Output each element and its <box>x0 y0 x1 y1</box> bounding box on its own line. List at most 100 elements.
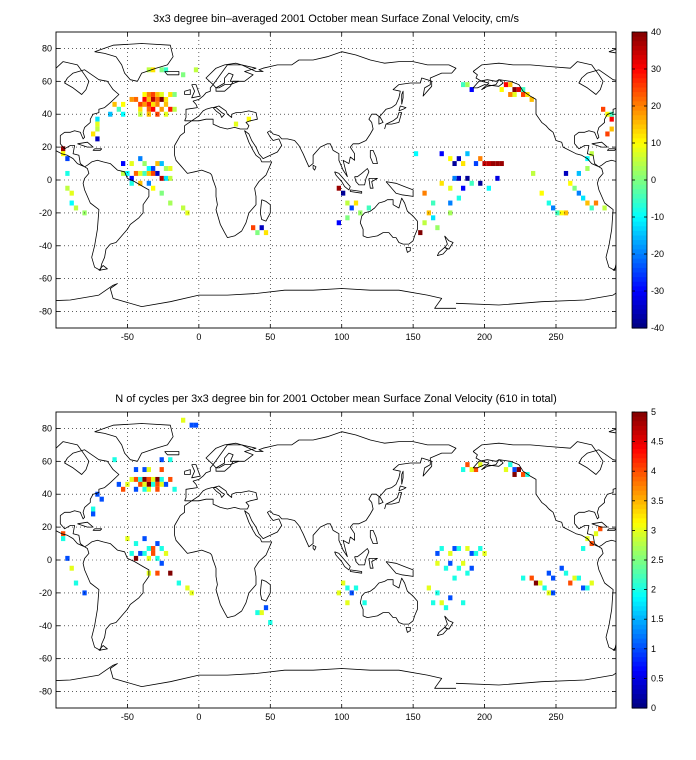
heatmap-cell <box>486 161 491 167</box>
colorbar-band <box>632 425 647 432</box>
heatmap-cells <box>61 417 603 625</box>
coastline <box>405 627 411 633</box>
colorbar-band <box>632 444 647 450</box>
coastline <box>359 197 418 245</box>
heatmap-cell <box>65 185 70 191</box>
heatmap-cell <box>151 92 156 97</box>
colorbar-band <box>632 536 647 543</box>
heatmap-cell <box>439 600 444 606</box>
coastline <box>184 89 191 95</box>
colorbar-band <box>632 124 647 130</box>
heatmap-cell <box>133 467 139 473</box>
heatmap-cell <box>146 106 151 112</box>
heatmap-cell <box>121 161 126 167</box>
heatmap-cell <box>95 121 100 127</box>
colorbar-band <box>632 249 647 255</box>
heatmap-cells <box>61 67 614 236</box>
colorbar-tick-label: 2.5 <box>651 555 664 565</box>
heatmap-cell <box>473 467 479 473</box>
heatmap-cell <box>499 161 504 167</box>
y-tick-label: 0 <box>47 175 52 185</box>
colorbar-band <box>632 212 647 218</box>
heatmap-cell <box>439 151 444 157</box>
heatmap-cell <box>448 200 453 206</box>
colorbar-band <box>632 509 647 515</box>
colorbar-band <box>632 666 647 672</box>
heatmap-cell <box>168 106 173 112</box>
colorbar-band <box>632 235 647 241</box>
heatmap-cell <box>563 570 569 576</box>
heatmap-cell <box>448 185 453 191</box>
heatmap-cell <box>469 550 474 556</box>
coastline <box>398 105 407 112</box>
y-tick-label: 60 <box>42 456 52 466</box>
coastline <box>312 164 317 171</box>
tick-marks <box>56 412 616 708</box>
colorbar-band <box>632 244 647 250</box>
x-tick-label: 250 <box>548 712 563 722</box>
colorbar-tick-label: 0 <box>651 175 656 185</box>
x-tick-label: 150 <box>406 332 421 342</box>
colorbar-band <box>632 657 647 663</box>
heatmap-cell <box>142 96 147 102</box>
heatmap-cell <box>155 111 160 117</box>
colorbar-band <box>632 115 647 121</box>
heatmap-cell <box>482 161 487 167</box>
coastline <box>164 71 180 76</box>
heatmap-cell <box>163 67 169 73</box>
colorbar-band <box>632 263 647 269</box>
colorbar-band <box>632 36 647 42</box>
coastline <box>607 528 616 531</box>
coastline <box>591 141 608 148</box>
grid <box>56 412 616 708</box>
heatmap-cell <box>448 560 453 566</box>
heatmap-cell <box>95 136 100 142</box>
heatmap-cell <box>461 82 466 88</box>
heatmap-cell <box>422 190 427 196</box>
colorbar-band <box>632 166 647 172</box>
heatmap-cell <box>142 476 147 482</box>
heatmap-cell <box>609 111 614 117</box>
heatmap-cell <box>486 185 491 191</box>
heatmap-cell <box>452 161 457 167</box>
colorbar-band <box>632 78 647 84</box>
heatmap-cell <box>168 457 173 463</box>
x-tick-label: 50 <box>265 332 275 342</box>
heatmap-cell <box>422 220 427 226</box>
heatmap-cell <box>146 467 151 473</box>
heatmap-cell <box>159 161 164 167</box>
heatmap-cell <box>461 467 466 473</box>
y-tick-label: -60 <box>39 654 52 664</box>
colorbar-band <box>632 217 647 223</box>
heatmap-cell <box>478 180 483 186</box>
colorbar-tick-label: 40 <box>651 27 661 37</box>
heatmap-cell <box>61 151 66 157</box>
coastline <box>56 61 150 271</box>
heatmap-cell <box>193 422 199 428</box>
heatmap-cell <box>185 210 190 216</box>
heatmap-cell <box>155 476 160 482</box>
colorbar-band <box>632 476 647 482</box>
heatmap-cell <box>168 175 173 181</box>
heatmap-cell <box>336 590 341 596</box>
heatmap-cell <box>151 96 156 102</box>
colorbar-band <box>632 694 647 700</box>
heatmap-cell <box>516 87 521 93</box>
grid <box>56 32 616 328</box>
heatmap-cell <box>129 180 134 186</box>
heatmap-cell <box>533 580 539 586</box>
heatmap-cell <box>478 546 483 551</box>
colorbar-band <box>632 518 647 524</box>
colorbar-band <box>632 541 647 547</box>
heatmap-cell <box>508 462 513 468</box>
colorbar-band <box>632 309 647 315</box>
heatmap-cell <box>146 486 151 492</box>
heatmap-cell <box>448 156 453 162</box>
heatmap-cell <box>572 575 577 581</box>
heatmap-cell <box>568 180 573 186</box>
colorbar-tick-label: 0.5 <box>651 673 664 683</box>
heatmap-cell <box>521 472 526 477</box>
heatmap-cell <box>593 531 599 537</box>
x-tick-label: 250 <box>548 332 563 342</box>
